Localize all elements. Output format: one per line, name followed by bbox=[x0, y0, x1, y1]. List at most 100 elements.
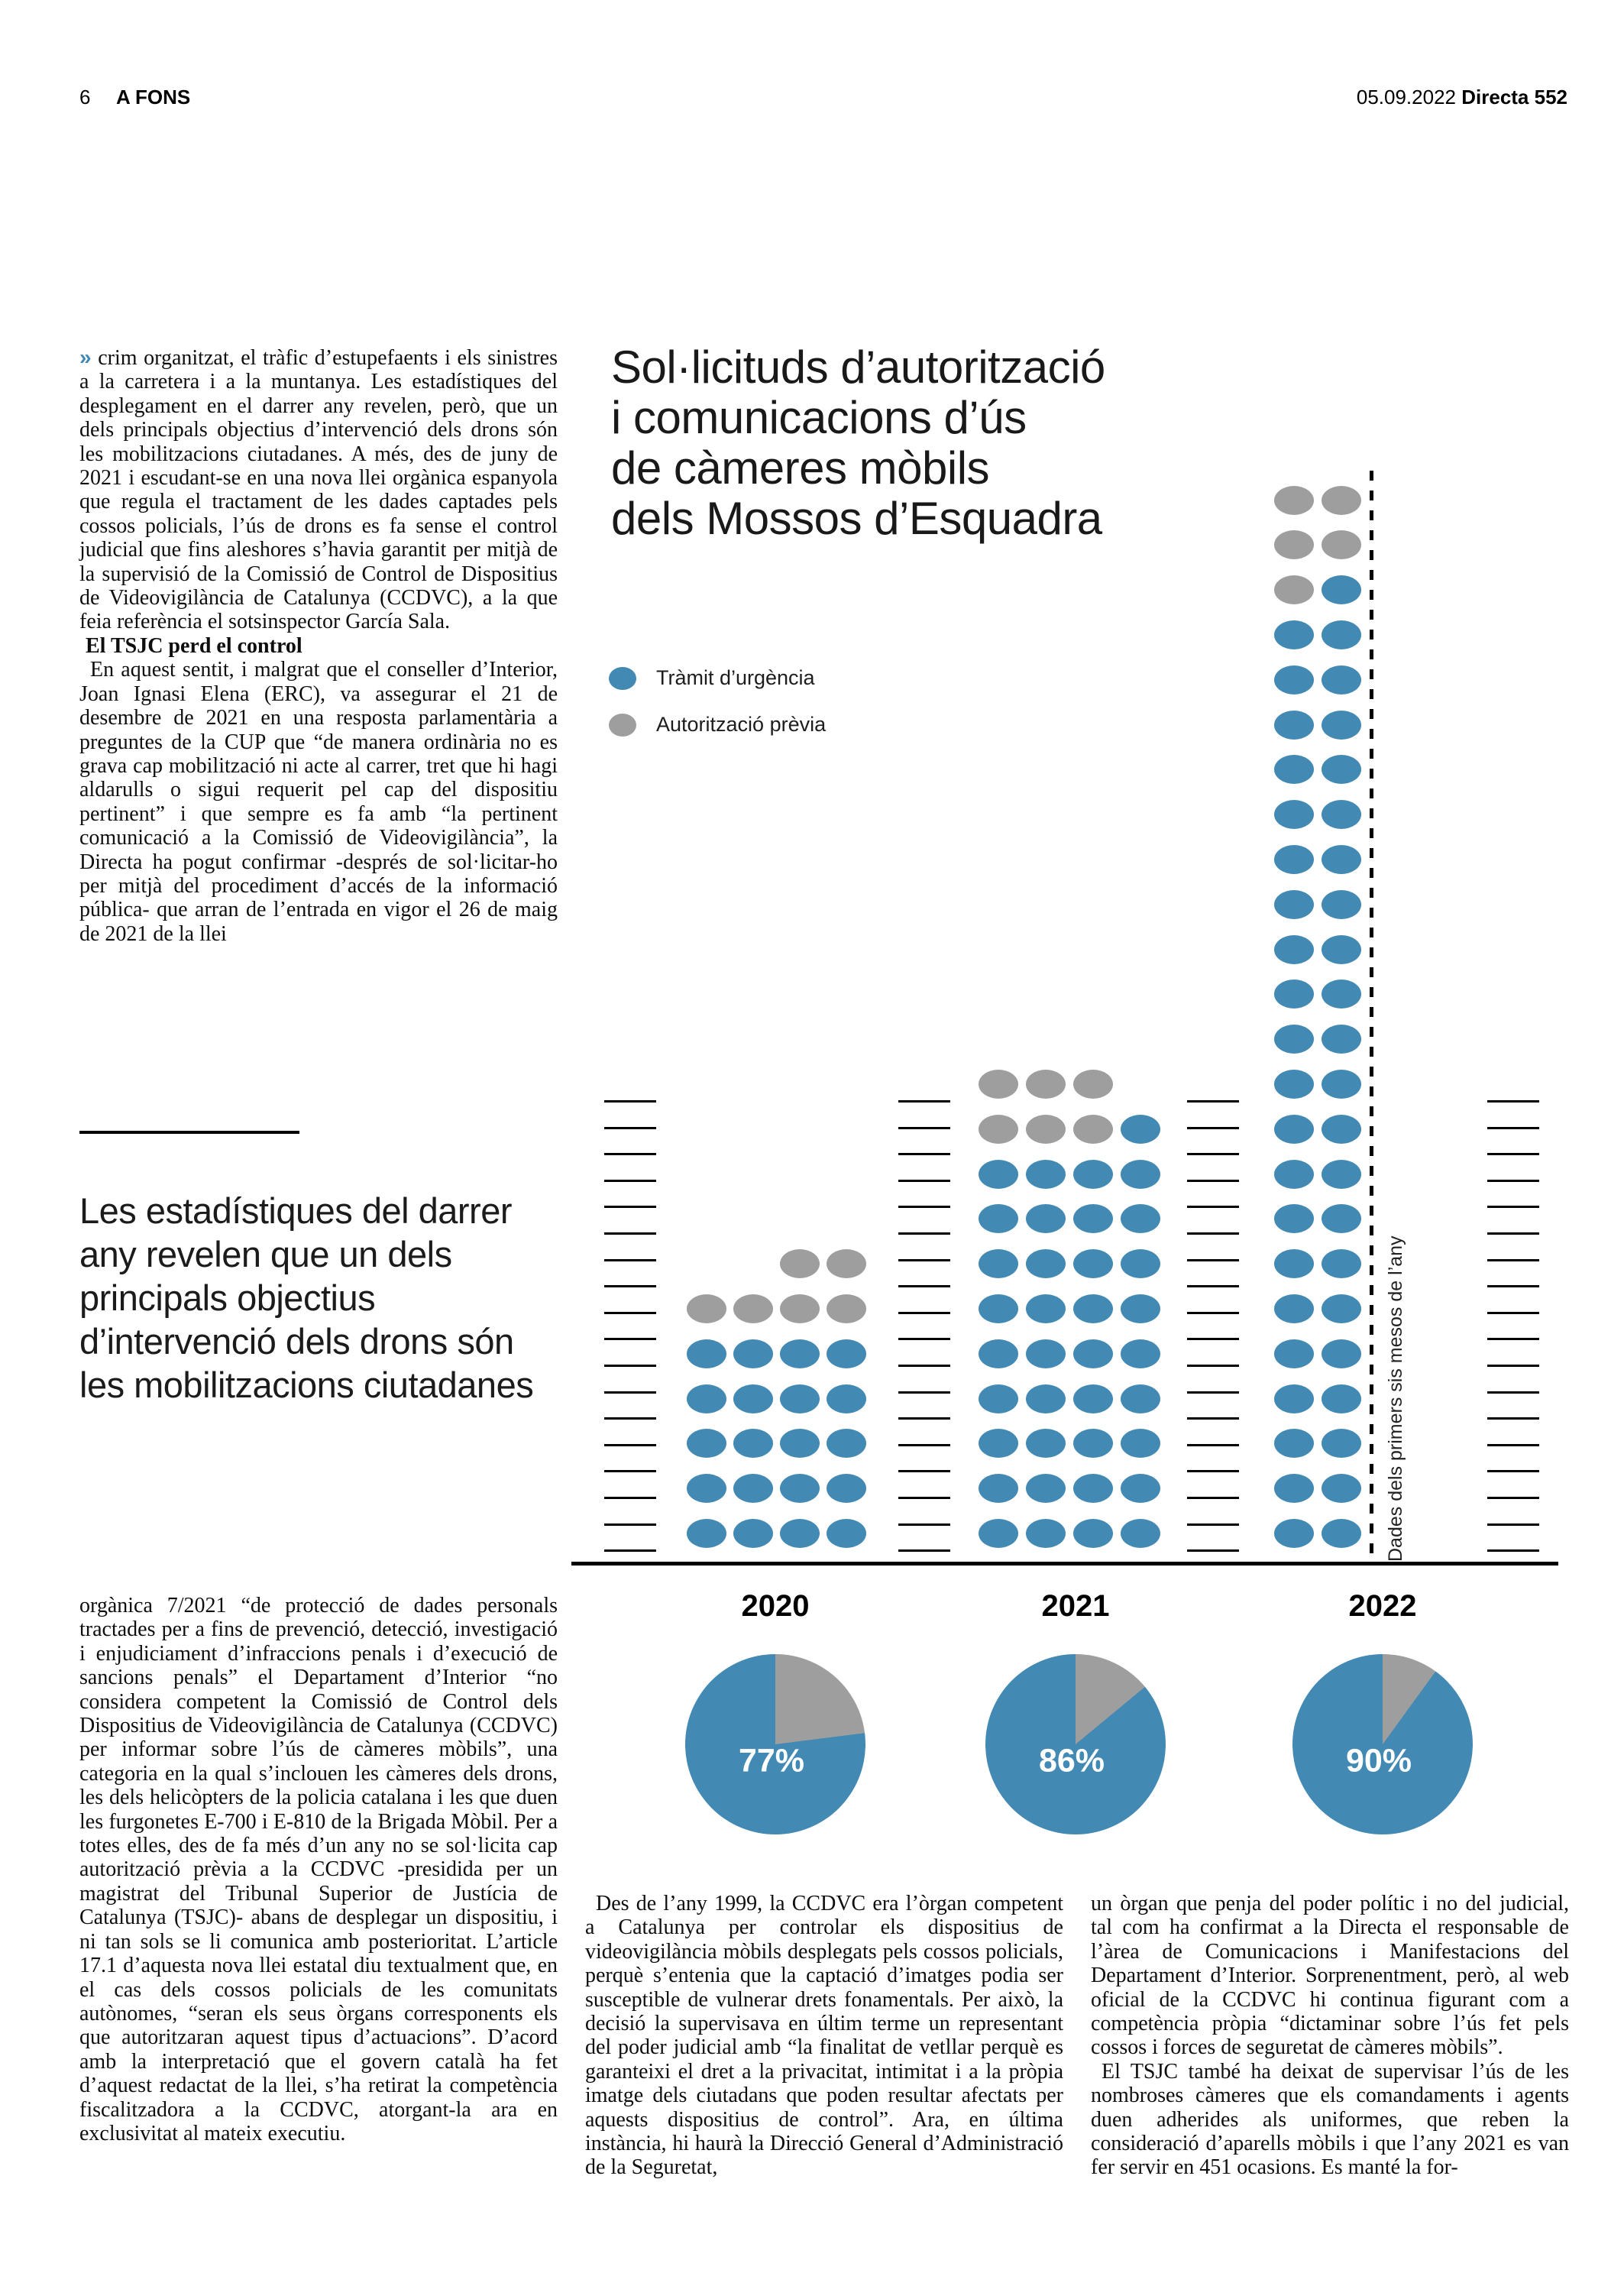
tick-dash bbox=[1487, 1206, 1539, 1209]
dot-urgent bbox=[1322, 845, 1361, 874]
legend-label: Tràmit d’urgència bbox=[656, 666, 815, 689]
tick-dash bbox=[604, 1338, 656, 1341]
tick-dash bbox=[1487, 1179, 1539, 1182]
dot-urgent bbox=[827, 1384, 866, 1413]
dot-urgent bbox=[827, 1429, 866, 1459]
dot-urgent bbox=[1274, 889, 1314, 919]
dot-urgent bbox=[687, 1429, 726, 1459]
pie-chart bbox=[1292, 1654, 1473, 1834]
tick-dash bbox=[1487, 1497, 1539, 1499]
dot-urgent bbox=[780, 1339, 820, 1368]
dot-urgent bbox=[1322, 1429, 1361, 1459]
dot-urgent bbox=[1274, 1294, 1314, 1323]
dot-urgent bbox=[1026, 1249, 1066, 1279]
tick-dash bbox=[898, 1417, 950, 1420]
page-number: 6 bbox=[79, 86, 91, 108]
dot-urgent bbox=[1274, 1249, 1314, 1279]
dot-urgent bbox=[1121, 1114, 1160, 1144]
dot-urgent bbox=[1026, 1204, 1066, 1234]
dot-urgent bbox=[1274, 1114, 1314, 1144]
tick-dash bbox=[1187, 1232, 1239, 1235]
tick-dash bbox=[1487, 1232, 1539, 1235]
dot-urgent bbox=[1073, 1474, 1113, 1504]
dot-urgent bbox=[979, 1249, 1018, 1279]
dot-urgent bbox=[780, 1384, 820, 1413]
dot-urgent bbox=[1026, 1384, 1066, 1413]
dot-urgent bbox=[1274, 1204, 1314, 1234]
chart-title-line: Sol·licituds d’autorització bbox=[611, 342, 1105, 393]
tick-dash bbox=[604, 1100, 656, 1103]
chart-title: Sol·licituds d’autorització i comunicaci… bbox=[611, 342, 1299, 544]
dot-urgent bbox=[1073, 1249, 1113, 1279]
tick-dash bbox=[1487, 1258, 1539, 1261]
dot-previa bbox=[1026, 1070, 1066, 1099]
tick-dash bbox=[898, 1179, 950, 1182]
dot-urgent bbox=[827, 1339, 866, 1368]
dot-urgent bbox=[1322, 1114, 1361, 1144]
tick-dash bbox=[604, 1523, 656, 1526]
dot-urgent bbox=[1274, 1339, 1314, 1368]
dot-urgent bbox=[1274, 1429, 1314, 1459]
dot-urgent bbox=[733, 1384, 773, 1413]
tick-dash bbox=[1187, 1258, 1239, 1261]
chart-2022-note: Dades dels primers sis mesos de l’any bbox=[1385, 1235, 1406, 1562]
dot-urgent bbox=[979, 1204, 1018, 1234]
dot-urgent bbox=[1322, 1474, 1361, 1504]
dot-urgent bbox=[827, 1519, 866, 1548]
legend-item-urgent: Tràmit d’urgència bbox=[609, 666, 826, 690]
tick-dash bbox=[604, 1497, 656, 1499]
dot-urgent bbox=[733, 1474, 773, 1504]
tick-dash bbox=[1187, 1391, 1239, 1394]
tick-dash bbox=[898, 1206, 950, 1209]
dot-urgent bbox=[1073, 1159, 1113, 1189]
tick-dash bbox=[1487, 1126, 1539, 1129]
dot-urgent bbox=[1121, 1474, 1160, 1504]
legend-dot-blue-icon bbox=[609, 666, 636, 690]
dot-urgent bbox=[979, 1474, 1018, 1504]
dot-urgent bbox=[1073, 1339, 1113, 1368]
dot-urgent bbox=[780, 1474, 820, 1504]
header-right: 05.09.2022 Directa 552 bbox=[1146, 86, 1567, 109]
dot-urgent bbox=[1121, 1204, 1160, 1234]
tick-dash bbox=[898, 1311, 950, 1314]
dot-urgent bbox=[1026, 1519, 1066, 1548]
dot-previa bbox=[1322, 530, 1361, 560]
tick-dash bbox=[898, 1497, 950, 1499]
dot-previa bbox=[780, 1294, 820, 1323]
jump-marker: » bbox=[79, 345, 92, 369]
dot-urgent bbox=[1121, 1339, 1160, 1368]
subheading: El TSJC perd el control bbox=[86, 633, 302, 658]
dot-previa bbox=[1274, 530, 1314, 560]
dot-urgent bbox=[1274, 800, 1314, 830]
tick-dash bbox=[898, 1126, 950, 1129]
tick-dash bbox=[898, 1391, 950, 1394]
dot-urgent bbox=[1322, 1070, 1361, 1099]
tick-dash bbox=[604, 1179, 656, 1182]
tick-dash bbox=[1187, 1470, 1239, 1473]
dot-urgent bbox=[827, 1474, 866, 1504]
tick-dash bbox=[1187, 1179, 1239, 1182]
dot-urgent bbox=[1322, 979, 1361, 1009]
dot-urgent bbox=[979, 1429, 1018, 1459]
pie-chart bbox=[985, 1654, 1166, 1834]
tick-dash bbox=[1187, 1443, 1239, 1446]
dot-urgent bbox=[1322, 1159, 1361, 1189]
tick-dash bbox=[604, 1232, 656, 1235]
tick-dash bbox=[898, 1232, 950, 1235]
dot-urgent bbox=[1026, 1429, 1066, 1459]
tick-dash bbox=[1187, 1153, 1239, 1156]
paragraph: En aquest sentit, i malgrat que el conse… bbox=[79, 658, 558, 946]
tick-dash bbox=[1187, 1497, 1239, 1499]
tick-dash bbox=[1487, 1100, 1539, 1103]
paragraph-text: crim organitzat, el tràfic d’estupefaent… bbox=[79, 346, 558, 634]
dot-previa bbox=[827, 1294, 866, 1323]
dot-urgent bbox=[1026, 1294, 1066, 1323]
tick-dash bbox=[604, 1285, 656, 1288]
tick-dash bbox=[604, 1258, 656, 1261]
tick-dash bbox=[1187, 1417, 1239, 1420]
dot-urgent bbox=[1121, 1384, 1160, 1413]
pullquote-rule bbox=[79, 1131, 299, 1134]
tick-dash bbox=[1187, 1523, 1239, 1526]
tick-dash bbox=[1487, 1285, 1539, 1288]
